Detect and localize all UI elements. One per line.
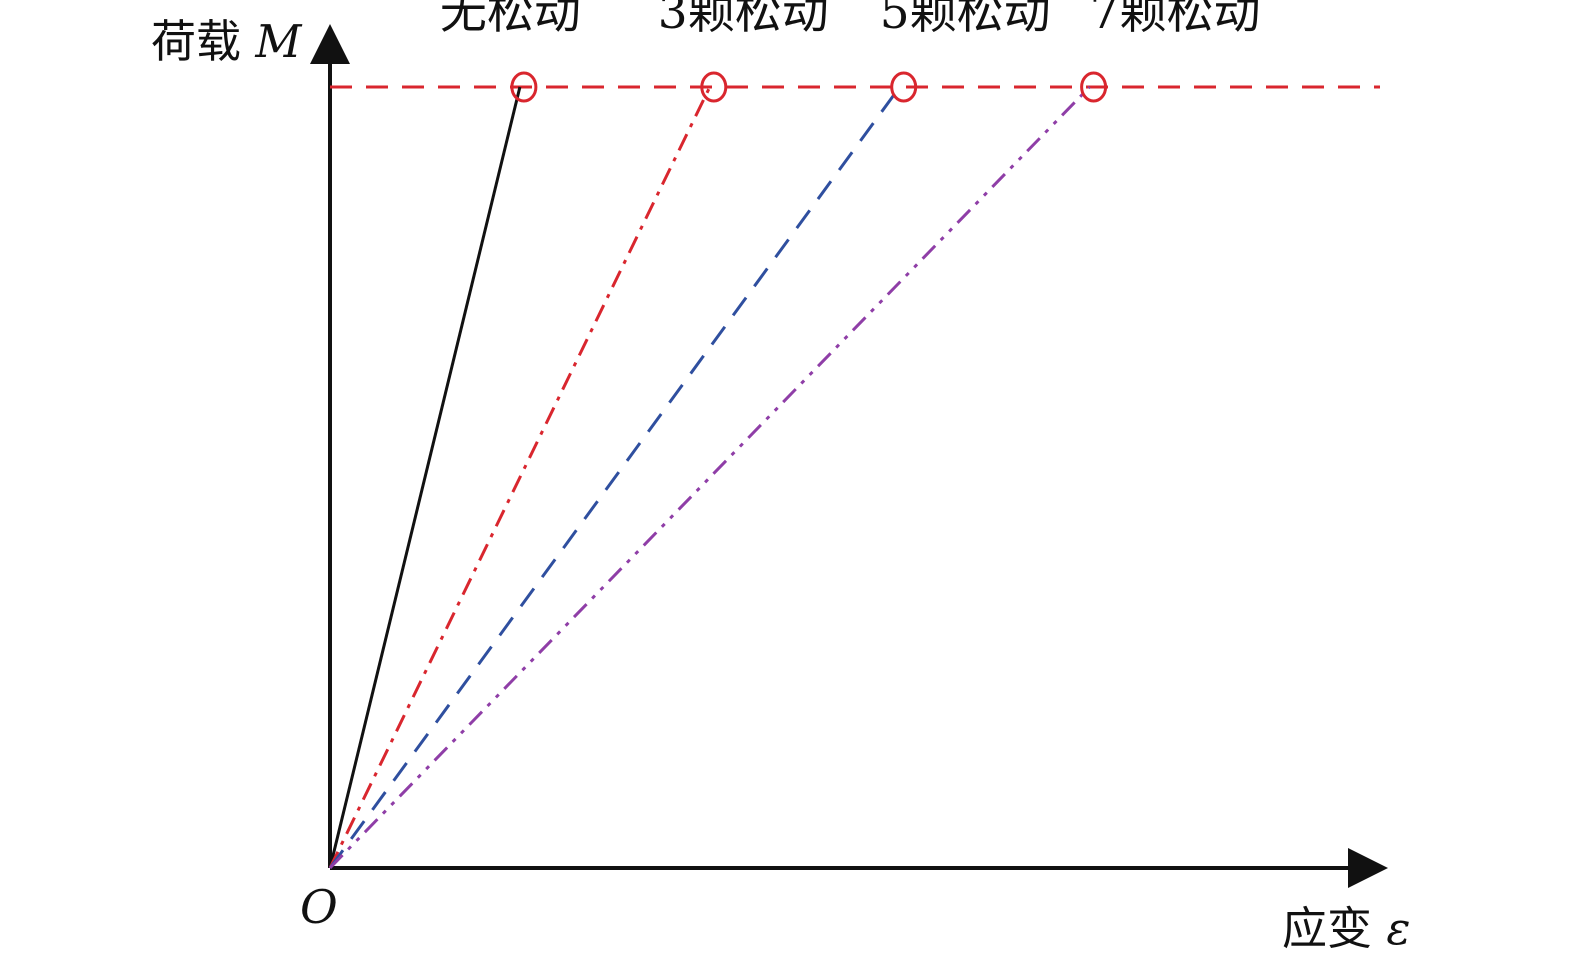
none-loose-series-label: 无松动 <box>440 0 581 40</box>
x-axis-label-text: 应变 <box>1282 902 1372 955</box>
five-loose-line <box>328 86 901 869</box>
three-loose-line <box>328 86 712 869</box>
x-axis-label-symbol: ε <box>1386 902 1410 955</box>
origin-label: O <box>300 880 338 934</box>
seven-loose-series-label: 7颗松动 <box>1090 0 1261 40</box>
series-layer <box>328 85 1091 870</box>
seven-loose-line <box>328 85 1091 870</box>
marker-layer <box>510 71 1108 103</box>
five-loose-series-label: 5颗松动 <box>880 0 1051 40</box>
three-loose-threshold-marker <box>700 71 728 103</box>
three-loose-series-label: 3颗松动 <box>658 0 829 40</box>
none-loose-threshold-marker <box>510 71 538 103</box>
none-loose-line <box>328 86 522 869</box>
y-axis-label-text: 荷载 <box>151 15 241 68</box>
label-layer: 荷载 M 应变 ε O 无松动 3颗松动 5颗松动 7颗松动 <box>151 0 1410 955</box>
axes <box>310 24 1388 888</box>
y-axis-label: 荷载 M <box>151 15 302 68</box>
five-loose-threshold-marker <box>890 71 918 103</box>
y-axis-label-symbol: M <box>254 15 302 68</box>
seven-loose-threshold-marker <box>1080 71 1108 103</box>
x-axis-label: 应变 ε <box>1282 902 1410 955</box>
